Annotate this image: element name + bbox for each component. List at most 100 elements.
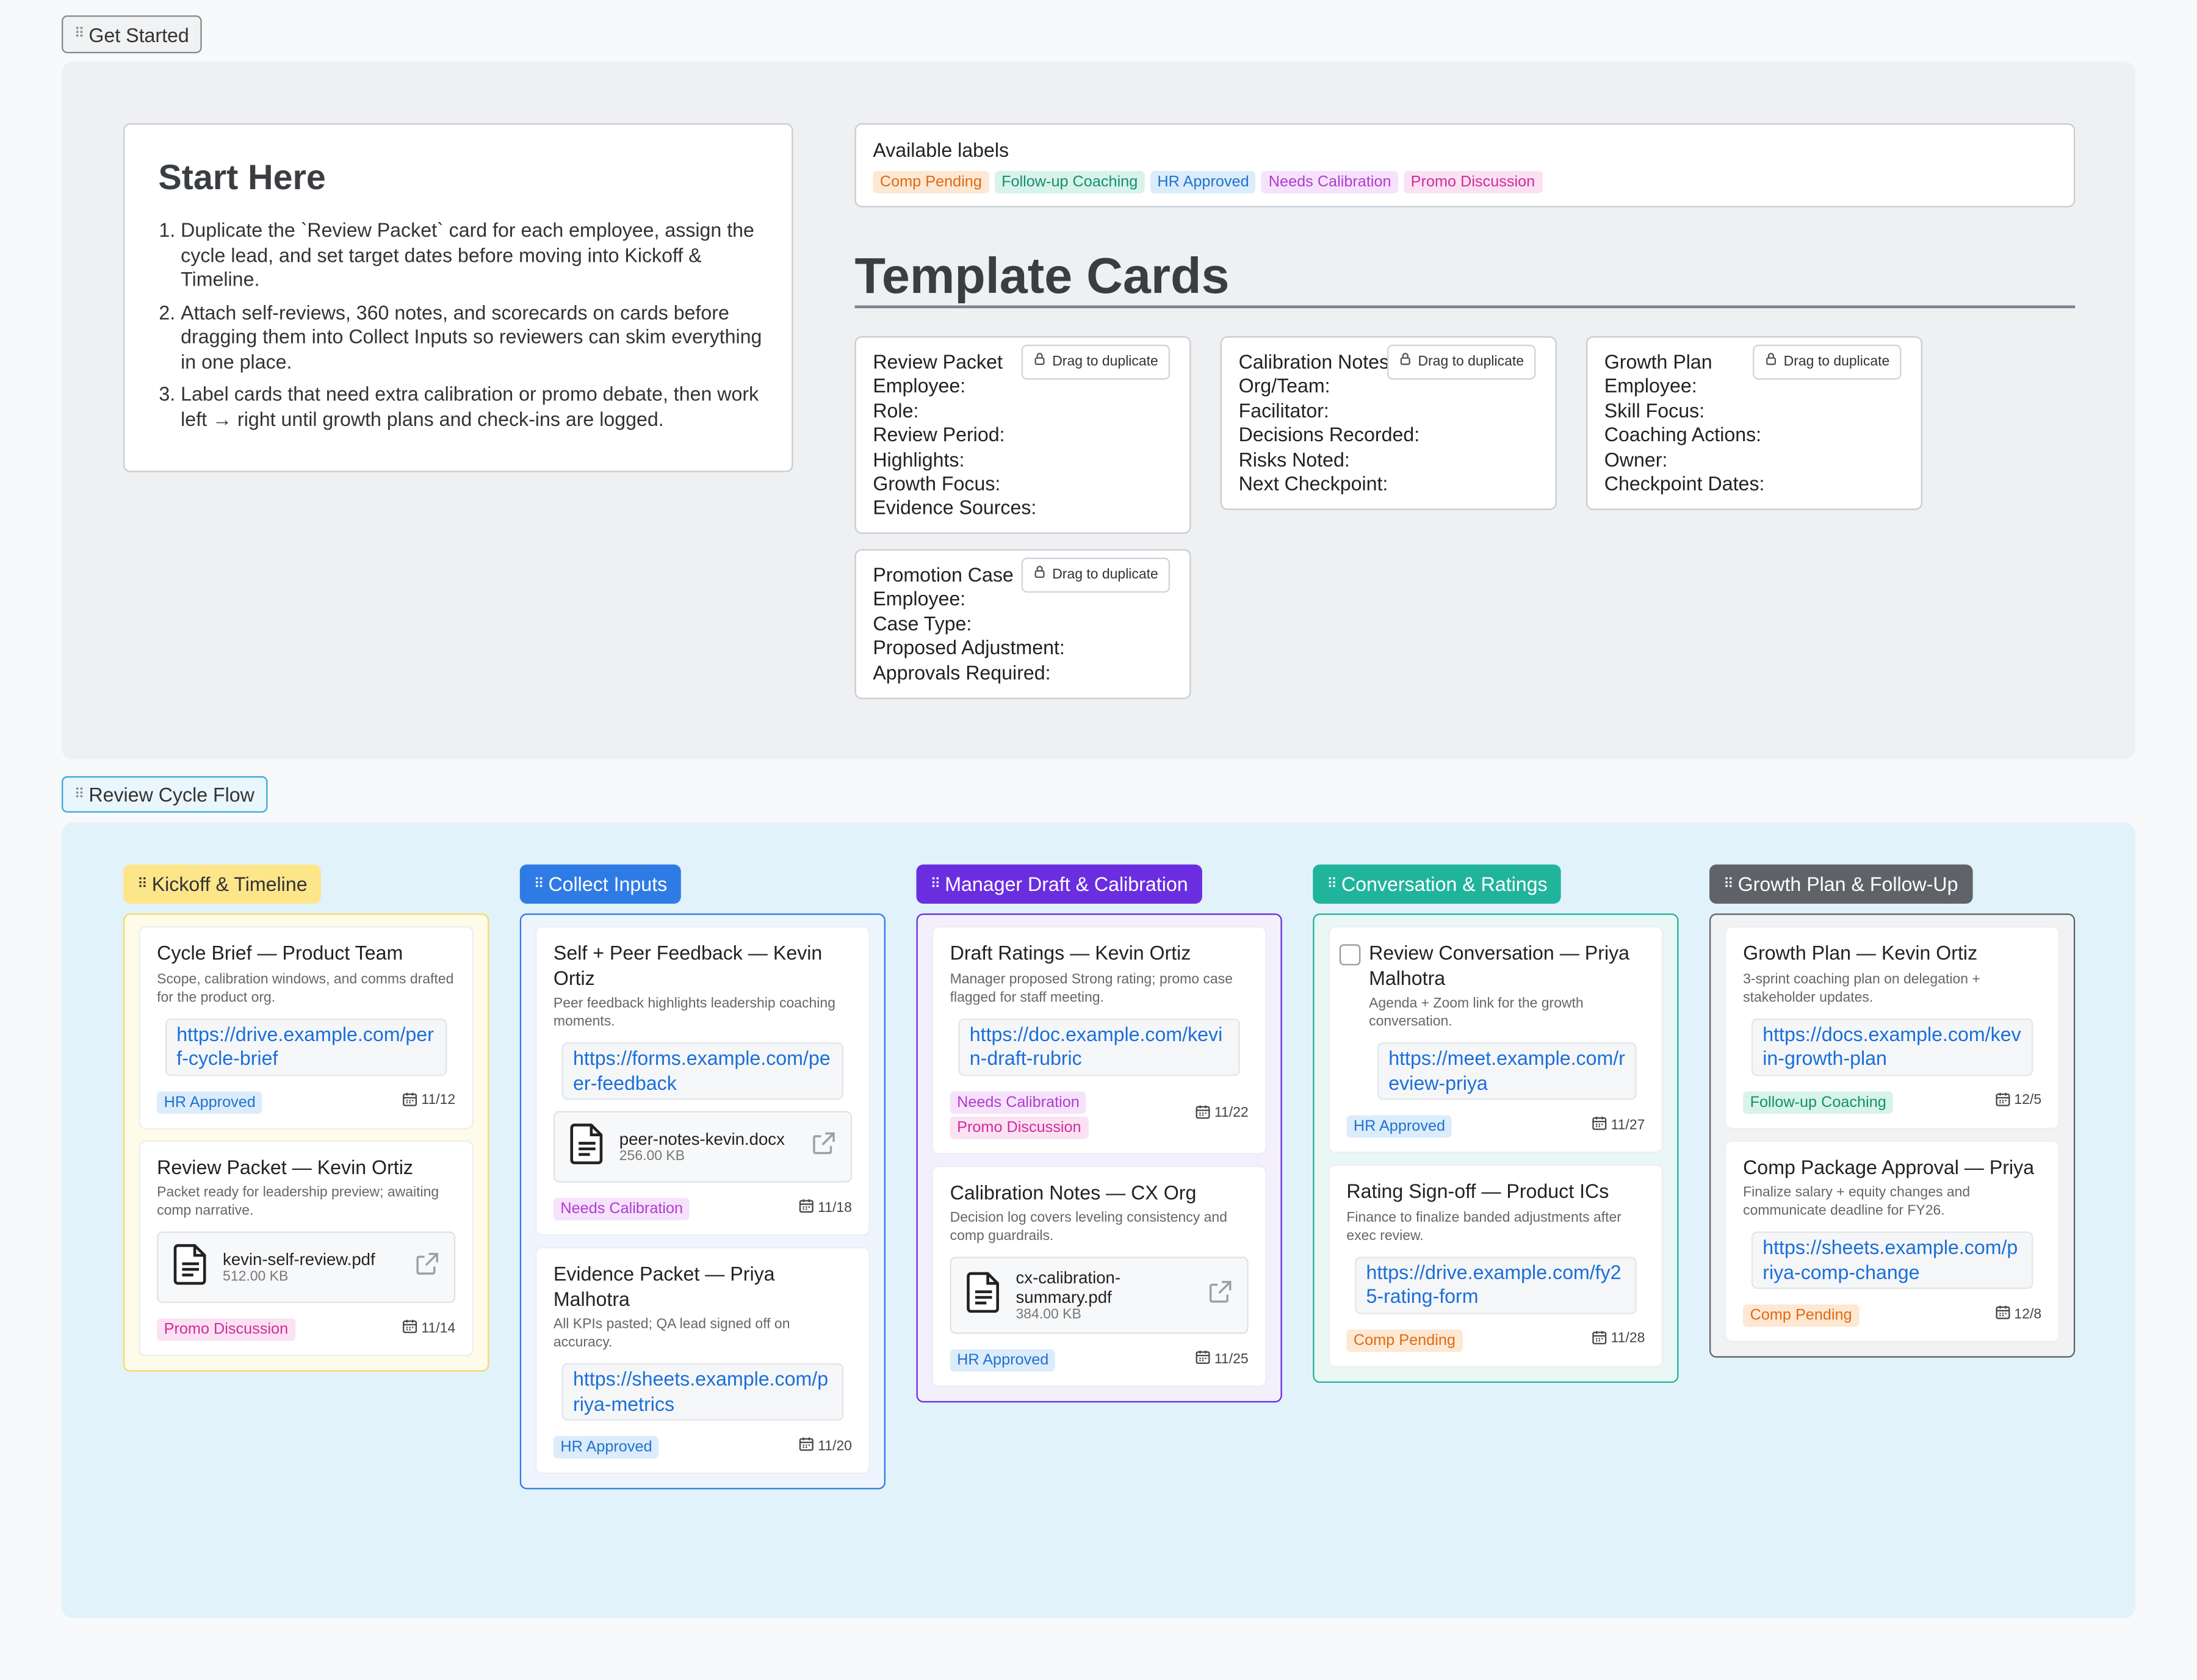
column-header[interactable]: ⠿ Kickoff & Timeline [123,864,322,904]
card-title: Draft Ratings — Kevin Ortiz [950,941,1191,964]
due-date-text: 11/22 [1214,1105,1249,1121]
column-header[interactable]: ⠿ Collect Inputs [519,864,682,904]
card[interactable]: Review Packet — Kevin Ortiz Packet ready … [139,1139,474,1357]
template-field: Proposed Adjustment: [873,636,1065,659]
drag-badge[interactable]: Drag to duplicate [1021,557,1170,594]
card-content: Packet ready for leadership preview; awa… [157,1184,456,1303]
column-header[interactable]: ⠿ Conversation & Ratings [1313,864,1562,904]
card-footer: HR Approved 11/27 [1346,1112,1645,1138]
label-chip: Promo Discussion [950,1116,1089,1139]
template-field: Employee: [873,587,966,610]
card-description: Agenda + Zoom link for the growth conver… [1369,996,1584,1030]
column-name: Conversation & Ratings [1341,873,1548,896]
calendar-icon [798,1198,814,1217]
template-field: Checkpoint Dates: [1604,472,1765,495]
card-content: Decision log covers leveling consistency… [950,1209,1249,1334]
label-chip: Follow-up Coaching [994,171,1145,193]
card-link[interactable]: https://sheets.example.com/priya-metrics [561,1363,844,1421]
due-date-text: 12/8 [2014,1306,2042,1322]
card-description: Peer feedback highlights leadership coac… [553,996,835,1030]
card-labels: HR Approved [950,1346,1061,1372]
drag-text: Drag to duplicate [1418,354,1524,370]
card-link[interactable]: https://drive.example.com/perf-cycle-bri… [165,1017,447,1076]
label-chip: Promo Discussion [1404,171,1542,193]
due-date: 11/12 [402,1091,455,1110]
label-chip: Comp Pending [873,171,989,193]
card-link[interactable]: https://sheets.example.com/priya-comp-ch… [1751,1231,2033,1289]
section-button[interactable]: ⠿ Review Cycle Flow [62,776,267,813]
section-button[interactable]: ⠿ Get Started [62,15,202,54]
drag-badge[interactable]: Drag to duplicate [1021,344,1170,381]
due-date: 11/14 [402,1318,455,1338]
column-header[interactable]: ⠿ Manager Draft & Calibration [916,864,1202,904]
file-attachment[interactable]: kevin-self-review.pdf 512.00 KB [157,1231,456,1303]
template-card[interactable]: Calibration Notes Org/Team: Facilitator: De… [1220,336,1557,510]
due-date: 11/22 [1195,1103,1249,1123]
card-link[interactable]: https://docs.example.com/kevin-growth-pl… [1751,1017,2033,1076]
card[interactable]: Growth Plan — Kevin Ortiz 3-sprint coachi… [1725,926,2060,1129]
template-field: Coaching Actions: [1604,423,1762,446]
template-field: Review Period: [873,423,1005,446]
due-date-text: 11/12 [421,1092,456,1109]
card-content: Scope, calibration windows, and comms dr… [157,970,455,1076]
card-title: Calibration Notes — CX Org [950,1180,1197,1203]
card-footer: HR Approved 11/12 [157,1088,455,1114]
file-icon [569,1122,605,1171]
template-card[interactable]: Growth Plan Employee: Skill Focus: Coaching… [1586,336,1922,510]
column-grip: ⠿ [930,876,940,892]
column-grip: ⠿ [533,876,544,892]
column-body: Review Conversation — Priya Malhotra Agen… [1313,913,1679,1382]
label-chip: Needs Calibration [1261,171,1399,193]
card-title: Rating Sign-off — Product ICs [1346,1180,1609,1202]
card-labels: Comp Pending [1346,1326,1468,1352]
file-size: 384.00 KB [1016,1307,1081,1323]
card[interactable]: Calibration Notes — CX Org Decision log c… [931,1165,1267,1387]
template-card[interactable]: Promotion Case Employee: Case Type: Propose… [854,549,1191,699]
template-title: Calibration Notes [1238,350,1390,373]
card-link[interactable]: https://forms.example.com/peer-feedback [561,1042,844,1100]
card-title-row: Growth Plan — Kevin Ortiz [1743,942,2041,966]
start-here-card: Start Here Duplicate the `Review Packet` … [123,123,793,472]
card-title: Growth Plan — Kevin Ortiz [1743,941,1978,964]
labels-title: Available labels [873,139,1009,162]
drag-grip: ⠿ [74,787,85,802]
card-link[interactable]: https://doc.example.com/kevin-draft-rubr… [958,1017,1240,1076]
file-attachment[interactable]: cx-calibration-summary.pdf 384.00 KB [950,1256,1249,1334]
template-field: Owner: [1604,447,1668,470]
template-field: Approvals Required: [873,660,1051,683]
card[interactable]: Draft Ratings — Kevin Ortiz Manager propo… [931,926,1267,1154]
card[interactable]: Evidence Packet — Priya Malhotra All KPIs… [535,1247,870,1474]
card-title: Cycle Brief — Product Team [157,941,403,964]
start-steps: Duplicate the `Review Packet` card for e… [158,218,769,431]
file-info: peer-notes-kevin.docx 256.00 KB [619,1129,798,1164]
label-chip: Needs Calibration [950,1091,1087,1114]
card[interactable]: Self + Peer Feedback — Kevin Ortiz Peer f… [535,926,870,1236]
drag-badge[interactable]: Drag to duplicate [1387,344,1535,381]
card[interactable]: Review Conversation — Priya Malhotra Agen… [1328,926,1664,1153]
card-content: Agenda + Zoom link for the growth conver… [1346,995,1645,1100]
column-header[interactable]: ⠿ Growth Plan & Follow-Up [1709,864,1972,904]
card-link[interactable]: https://drive.example.com/fy25-rating-fo… [1355,1256,1637,1314]
card-title-row: Review Packet — Kevin Ortiz [157,1155,455,1180]
file-attachment[interactable]: peer-notes-kevin.docx 256.00 KB [553,1111,852,1183]
drag-badge[interactable]: Drag to duplicate [1753,344,1901,381]
card-labels: Comp Pending [1743,1302,1864,1327]
calendar-icon [1994,1091,2010,1110]
card-title: Evidence Packet — Priya Malhotra [553,1262,775,1310]
step: Label cards that need extra calibration … [181,383,769,431]
card-description: Scope, calibration windows, and comms dr… [157,972,454,1006]
card[interactable]: Cycle Brief — Product Team Scope, calibra… [139,926,474,1129]
due-date: 12/8 [1994,1304,2041,1324]
card-checkbox[interactable] [1339,944,1361,965]
card[interactable]: Comp Package Approval — Priya Finalize sa… [1725,1139,2060,1343]
card-link[interactable]: https://meet.example.com/review-priya [1377,1042,1637,1100]
calendar-icon [1195,1349,1210,1369]
due-date-text: 11/25 [1214,1351,1249,1367]
template-card[interactable]: Review Packet Employee: Role: Review Period… [854,336,1191,534]
card[interactable]: Rating Sign-off — Product ICs Finance to … [1328,1164,1664,1367]
column-grip: ⠿ [1327,876,1337,892]
card-labels: HR Approved [1346,1112,1457,1138]
step: Attach self-reviews, 360 notes, and scor… [181,300,769,374]
section-button-text: Get Started [88,23,189,46]
